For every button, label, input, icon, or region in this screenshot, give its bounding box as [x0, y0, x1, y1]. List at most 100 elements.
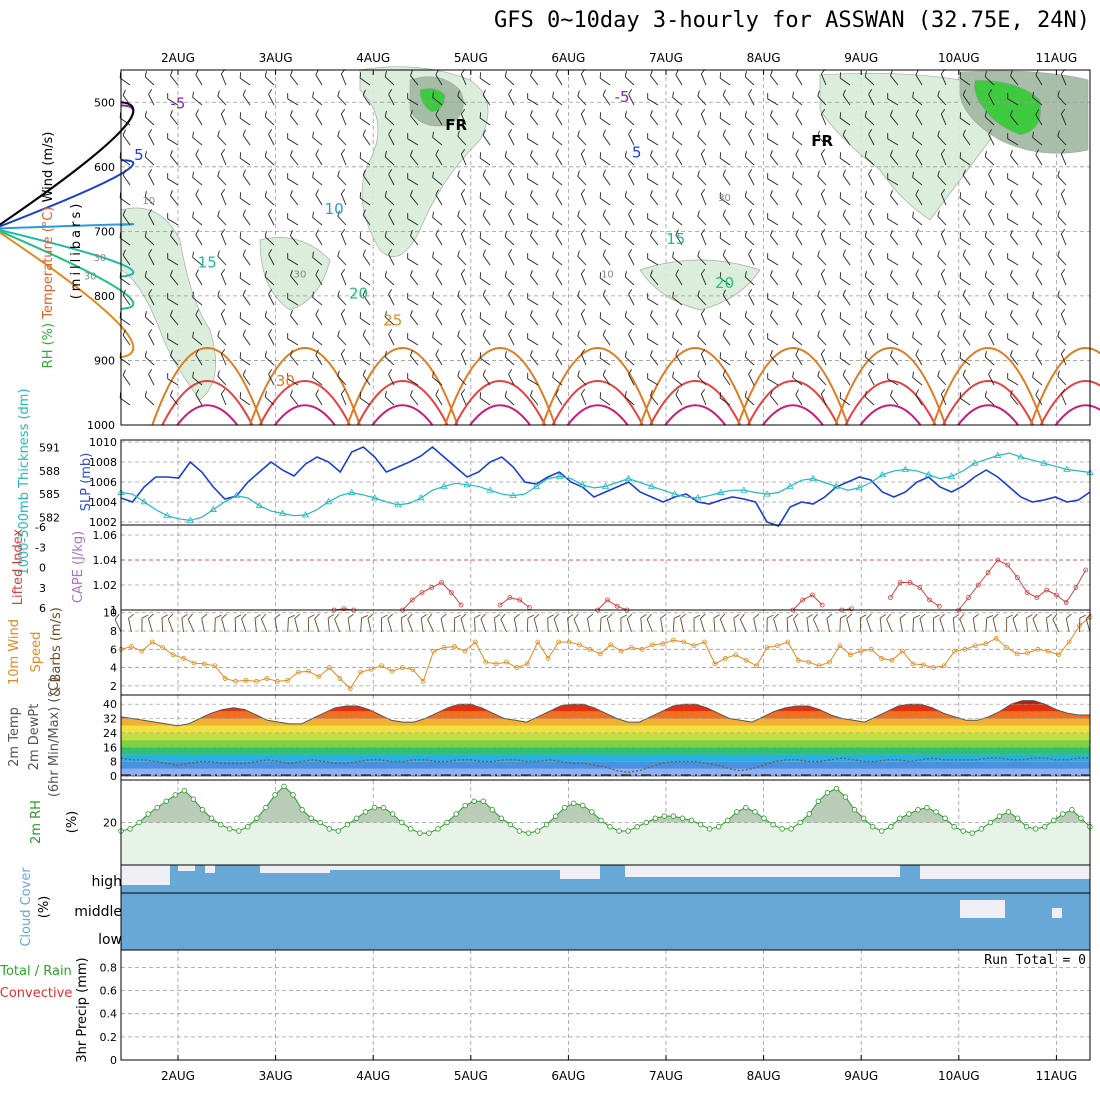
wind-barb-flag: [940, 108, 946, 115]
wind-barb-shaft: [722, 374, 731, 386]
wind-barb-shaft: [887, 298, 899, 306]
wind-barb-flag: [340, 188, 346, 195]
wind-barb-shaft: [552, 297, 563, 306]
rh-marker: [199, 807, 206, 813]
wind-barb-flag: [1007, 92, 1009, 99]
wind-barb-shaft: [1032, 377, 1043, 386]
wind-barb: [647, 332, 659, 346]
wind-barb-shaft: [820, 273, 827, 286]
wind-barb: [580, 228, 587, 246]
wind-barb: [770, 110, 779, 126]
wind-barb-shaft: [527, 218, 539, 226]
wind-barb-flag: [890, 150, 893, 156]
wind-barb-shaft: [748, 134, 755, 146]
date-label-top: 4AUG: [356, 51, 390, 65]
surface-wind-barb: [826, 613, 833, 633]
wind-speed-marker: [410, 667, 416, 672]
wind-barb-shaft: [195, 274, 203, 286]
wind-barb-shaft: [820, 193, 827, 206]
wind-barb-shaft: [839, 117, 851, 126]
wind-barb-flag: [820, 268, 826, 275]
wind-barb: [407, 92, 419, 106]
isotherm-label: -5: [615, 88, 630, 106]
wind-barb-flag: [915, 149, 919, 155]
wind-barb: [340, 388, 347, 406]
wind-barb-shaft: [890, 115, 899, 126]
wind-barb: [937, 130, 947, 146]
wind-barb-shaft: [959, 357, 971, 366]
wind-barb-flag: [1060, 388, 1066, 395]
wind-barb-shaft: [580, 353, 587, 366]
wind-barb-shaft: [217, 95, 227, 106]
wind-speed-marker: [618, 648, 624, 654]
date-label-top: 6AUG: [551, 51, 585, 65]
upper-ylabel-units-text: (millibars): [69, 201, 84, 300]
wind-barb-shaft: [864, 276, 875, 286]
cape-line: [597, 599, 628, 611]
wind-barb-flag: [719, 232, 722, 239]
wind-barb-flag: [842, 369, 846, 376]
wind-barb-flag: [555, 389, 559, 395]
wind-barb-flag: [264, 231, 267, 237]
wind-barb-shaft: [647, 338, 659, 346]
cape-ylabel-text: CAPE (J/kg): [71, 531, 86, 603]
wind-speed-marker: [191, 660, 197, 666]
wind-barb-flag: [700, 388, 706, 395]
wind-barb-flag: [148, 249, 153, 255]
surface-wind-barb: [381, 614, 388, 632]
wind-barb: [384, 351, 395, 366]
wind-barb: [864, 111, 875, 126]
cape-tick-label: 1.02: [93, 579, 118, 592]
wind-barb-shaft: [1035, 274, 1043, 286]
wind-speed-marker: [368, 667, 374, 672]
wind-barb-shaft: [508, 294, 515, 306]
rh-marker: [344, 821, 351, 828]
wind-barb-shaft: [602, 214, 611, 226]
rh-marker: [960, 828, 966, 834]
wind-barb-flag: [530, 270, 533, 276]
surface-wind-barb-shaft: [640, 618, 643, 633]
wind-barb: [170, 190, 179, 206]
wind-barb: [195, 229, 203, 246]
wind-barb-flag: [170, 110, 173, 116]
wind-barb-shaft: [839, 277, 851, 286]
wind-barb-flag: [1010, 70, 1013, 76]
wind-barb-flag: [984, 71, 987, 77]
surface-wind-barb: [1032, 613, 1039, 633]
wind-speed-marker: [868, 646, 874, 652]
wind-barb-flag: [1060, 308, 1066, 315]
cape-marker: [800, 597, 806, 603]
wind-barb-flag: [144, 271, 147, 277]
rh-marker: [552, 813, 559, 819]
wind-barb: [170, 310, 179, 326]
wind-barb-flag: [795, 349, 799, 355]
wind-barb-flag: [144, 231, 147, 237]
slp-tick-label: 1010: [89, 436, 117, 449]
surface-isotherm-arc: [834, 347, 947, 426]
wind-barb-flag: [700, 108, 706, 115]
wind-barb: [479, 272, 491, 286]
wind-barb: [504, 111, 515, 126]
temp-band: [121, 711, 1090, 719]
wind-barb-flag: [580, 108, 586, 115]
wind-barb-shaft: [577, 95, 587, 106]
wind-barb-shaft: [552, 97, 563, 106]
surface-wind-barb-shaft: [972, 618, 976, 633]
wind-barb-flag: [697, 370, 700, 377]
surface-wind-barb-flag: [114, 613, 120, 620]
wind-barb: [1035, 109, 1043, 126]
wind-barb: [650, 350, 659, 366]
wind-barb: [599, 152, 611, 166]
wind-barb-shaft: [312, 257, 323, 266]
wind-barb: [340, 348, 347, 366]
wind-barb-flag: [552, 251, 554, 258]
wind-barb: [555, 349, 563, 366]
wind-barb-shaft: [388, 294, 395, 306]
wind-barb: [672, 331, 683, 346]
wind-barb-shaft: [242, 334, 251, 346]
wind-barb: [602, 249, 611, 266]
surface-wind-barb: [866, 613, 872, 633]
wind-barb-flag: [508, 209, 513, 215]
wind-barb: [359, 352, 371, 366]
wind-barb-flag: [887, 332, 889, 339]
